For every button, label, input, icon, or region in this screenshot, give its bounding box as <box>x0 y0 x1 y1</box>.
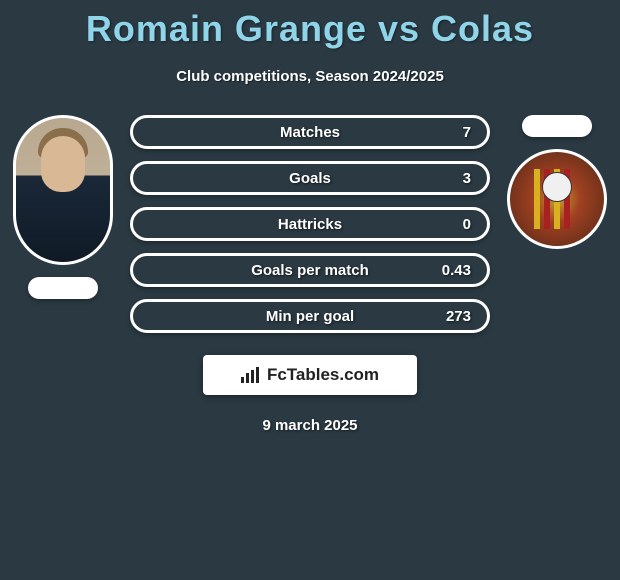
stat-bar-matches: Matches 7 <box>130 115 490 149</box>
stat-bar-hattricks: Hattricks 0 <box>130 207 490 241</box>
stat-label: Hattricks <box>278 216 342 233</box>
stat-bar-mpg: Min per goal 273 <box>130 299 490 333</box>
left-player-col <box>8 115 118 299</box>
stat-value: 7 <box>463 124 471 141</box>
chart-icon <box>241 367 261 383</box>
badge-ball-icon <box>542 172 572 202</box>
stat-bar-goals: Goals 3 <box>130 161 490 195</box>
stat-label: Matches <box>280 124 340 141</box>
brand-text: FcTables.com <box>267 365 379 385</box>
avatar-head <box>41 136 85 192</box>
stat-label: Min per goal <box>266 308 354 325</box>
comparison-title: Romain Grange vs Colas <box>0 0 620 50</box>
date-text: 9 march 2025 <box>0 417 620 434</box>
badge-inner <box>522 164 592 234</box>
stat-label: Goals per match <box>251 262 369 279</box>
left-pill <box>28 277 98 299</box>
stat-label: Goals <box>289 170 331 187</box>
stat-bar-gpm: Goals per match 0.43 <box>130 253 490 287</box>
main-row: Matches 7 Goals 3 Hattricks 0 Goals per … <box>0 115 620 345</box>
brand-box: FcTables.com <box>203 355 417 395</box>
stat-value: 273 <box>446 308 471 325</box>
stat-value: 0 <box>463 216 471 233</box>
stat-value: 3 <box>463 170 471 187</box>
badge-stripe <box>534 169 540 229</box>
stats-column: Matches 7 Goals 3 Hattricks 0 Goals per … <box>118 115 502 345</box>
stat-value: 0.43 <box>442 262 471 279</box>
player-avatar-left <box>13 115 113 265</box>
right-pill <box>522 115 592 137</box>
subtitle: Club competitions, Season 2024/2025 <box>0 68 620 85</box>
right-player-col <box>502 115 612 249</box>
club-badge-right <box>507 149 607 249</box>
